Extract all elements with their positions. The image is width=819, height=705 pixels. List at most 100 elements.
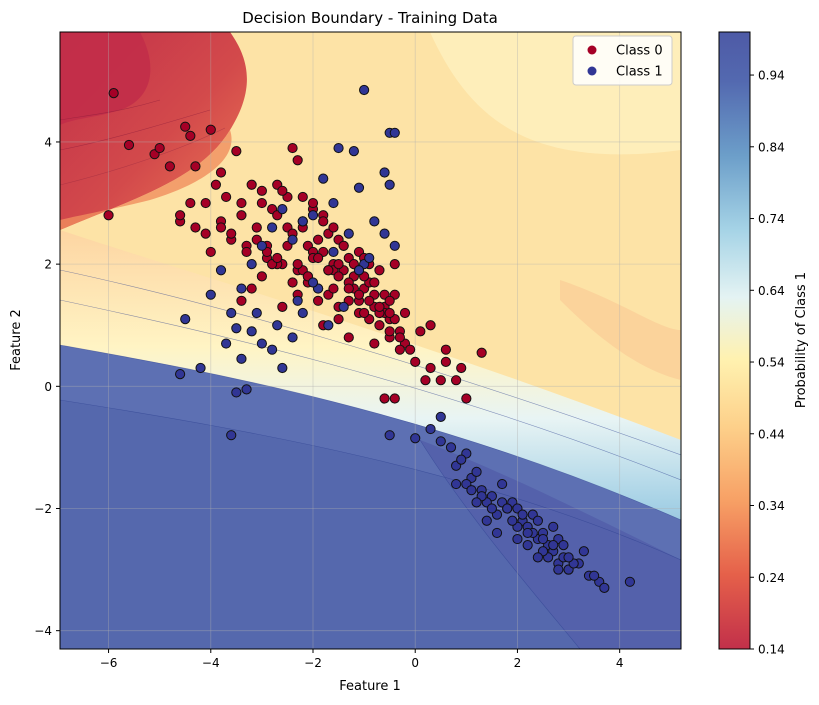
data-point xyxy=(522,527,533,539)
data-point xyxy=(236,353,247,364)
data-point xyxy=(180,314,191,325)
data-point xyxy=(108,87,119,99)
legend-label-class-0: Class 0 xyxy=(616,44,663,59)
data-point xyxy=(369,338,380,349)
x-tick-label: −2 xyxy=(304,656,322,670)
data-point xyxy=(384,326,395,337)
data-point xyxy=(251,222,262,233)
data-point xyxy=(507,515,518,526)
data-point xyxy=(210,179,221,190)
data-point xyxy=(328,283,339,294)
data-point xyxy=(277,301,288,313)
data-point xyxy=(425,362,436,374)
colorbar-tick-label: 0.54 xyxy=(758,356,785,370)
data-point xyxy=(410,356,421,367)
data-point xyxy=(522,540,533,551)
series-class-1 xyxy=(175,84,635,594)
data-point xyxy=(384,295,395,306)
data-point xyxy=(379,167,390,178)
data-point xyxy=(476,347,487,358)
data-point xyxy=(338,301,349,313)
data-point xyxy=(236,210,247,221)
data-point xyxy=(415,326,426,337)
data-point xyxy=(353,289,365,300)
data-point xyxy=(180,121,191,132)
data-point xyxy=(292,259,303,270)
data-point xyxy=(389,259,400,270)
data-point xyxy=(369,216,380,227)
data-point xyxy=(461,393,472,404)
data-point xyxy=(297,216,308,227)
data-point xyxy=(246,283,257,294)
data-point xyxy=(103,210,114,221)
data-point xyxy=(292,295,303,306)
data-point xyxy=(532,515,543,526)
data-point xyxy=(277,185,288,196)
data-point xyxy=(451,478,462,490)
data-point xyxy=(343,228,354,239)
x-tick-label: −6 xyxy=(100,656,118,670)
data-point xyxy=(123,139,135,151)
data-point xyxy=(215,265,227,276)
data-point xyxy=(241,384,252,395)
data-point xyxy=(389,127,400,138)
data-point xyxy=(537,533,549,545)
data-point xyxy=(502,503,513,514)
data-point xyxy=(491,527,503,539)
data-point xyxy=(236,197,247,209)
data-point xyxy=(287,277,298,288)
y-tick-label: 0 xyxy=(44,380,52,394)
y-axis-ticks: −4 −2 0 2 4 xyxy=(34,135,60,638)
data-point xyxy=(307,197,319,209)
data-point xyxy=(246,179,257,190)
data-point xyxy=(481,515,492,526)
data-point xyxy=(241,246,252,258)
data-point xyxy=(379,393,390,404)
data-point xyxy=(384,179,395,190)
data-point xyxy=(307,210,319,221)
y-tick-label: 2 xyxy=(44,258,52,272)
data-point xyxy=(205,289,216,300)
data-point xyxy=(359,307,370,319)
data-point xyxy=(287,332,298,343)
data-point xyxy=(471,466,482,477)
data-point xyxy=(497,478,508,490)
data-point xyxy=(277,204,288,215)
data-point xyxy=(384,430,395,441)
data-point xyxy=(256,240,267,251)
colorbar-tick-label: 0.34 xyxy=(758,499,785,513)
data-point xyxy=(226,430,237,441)
data-point xyxy=(384,307,395,319)
plot-frame xyxy=(59,31,682,650)
data-point xyxy=(215,167,227,178)
data-point xyxy=(190,222,201,233)
data-point xyxy=(267,344,278,355)
data-point xyxy=(548,521,559,532)
y-axis-label: Feature 2 xyxy=(9,309,24,371)
data-point xyxy=(246,259,257,270)
data-point xyxy=(164,161,175,172)
data-point xyxy=(333,259,344,270)
data-point xyxy=(221,338,232,349)
series-class-0 xyxy=(103,87,487,404)
data-point xyxy=(374,320,385,331)
data-point xyxy=(379,228,390,239)
y-tick-label: −4 xyxy=(34,624,52,638)
data-point xyxy=(256,271,267,282)
colorbar-tick-label: 0.14 xyxy=(758,643,785,657)
data-point xyxy=(328,222,339,233)
data-point xyxy=(236,283,247,294)
data-point xyxy=(359,84,370,96)
data-point xyxy=(394,332,405,343)
legend-label-class-1: Class 1 xyxy=(616,65,663,80)
data-point xyxy=(425,423,436,435)
data-point xyxy=(318,173,329,184)
data-point xyxy=(553,564,564,575)
data-point xyxy=(277,362,288,374)
data-point xyxy=(226,307,237,319)
data-point xyxy=(353,265,365,276)
data-point xyxy=(558,540,569,551)
data-point xyxy=(353,182,365,193)
legend-marker-class-1 xyxy=(587,66,597,76)
